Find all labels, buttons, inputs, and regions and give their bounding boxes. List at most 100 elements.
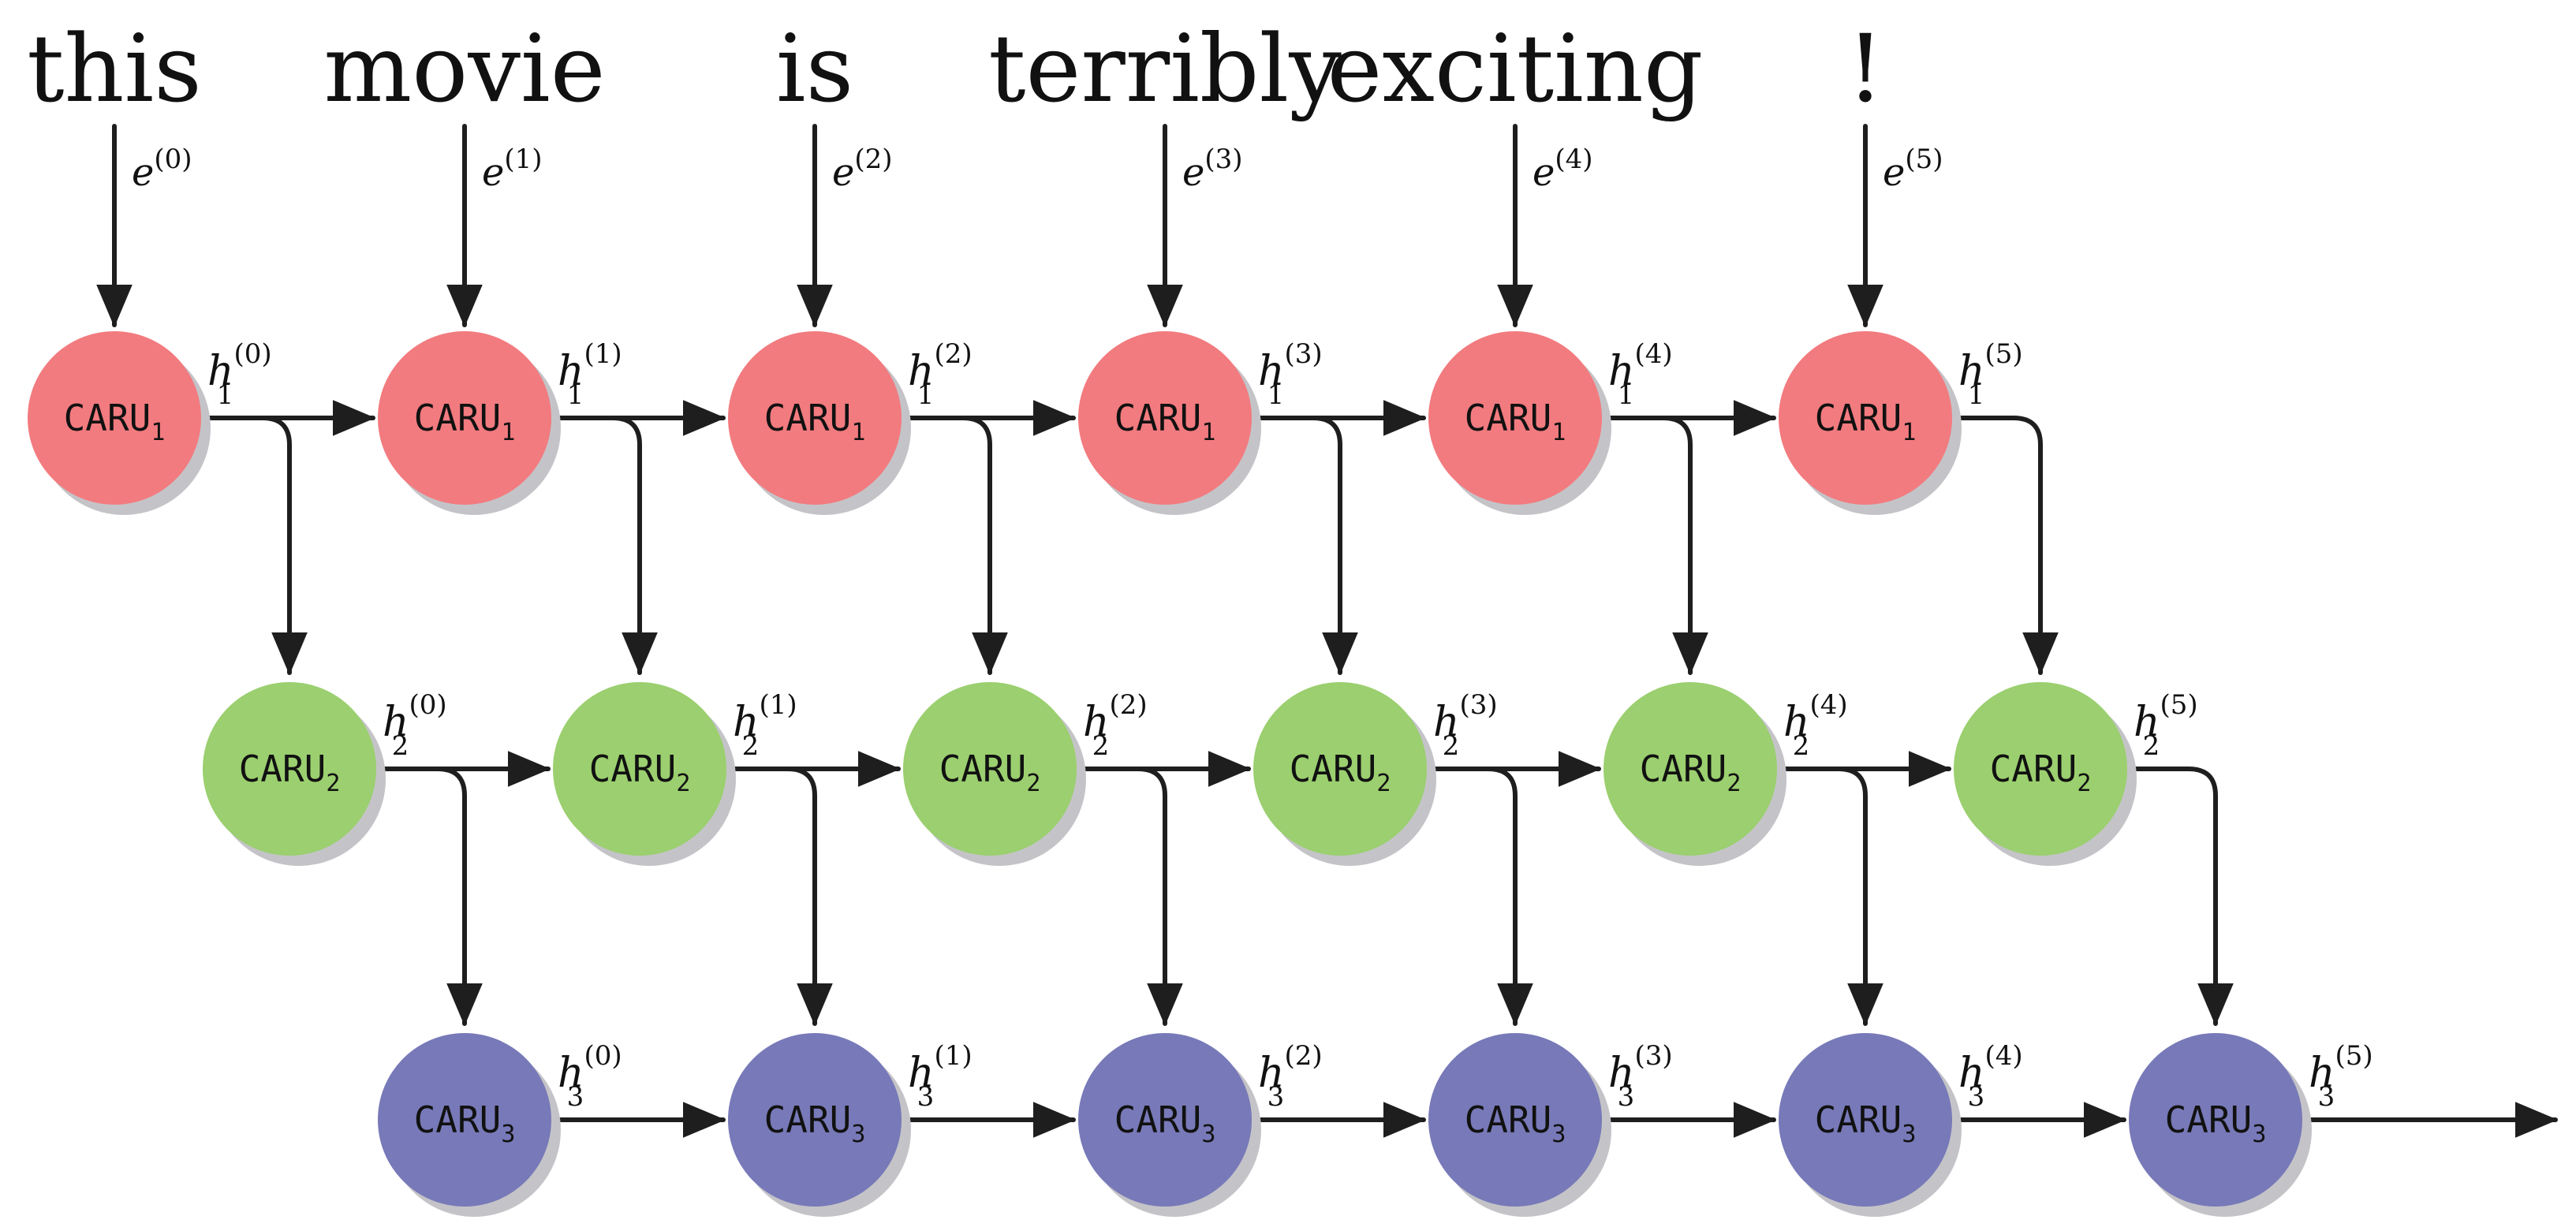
caru-cell-layer-1: CARU1 [378,331,561,515]
caru-cell-layer-1: CARU1 [1779,331,1962,515]
cell-circle [378,1033,551,1207]
caru-cell-layer-1: CARU1 [1428,331,1611,515]
cell-label: CARU1 [414,397,516,446]
layer-connection [1249,416,1358,675]
cell-label: CARU2 [939,748,1041,797]
input-word: this [27,14,202,123]
layer-connection [1424,767,1533,1026]
caru-cell-layer-3: CARU3 [2129,1033,2312,1217]
hidden-state-label: h(1) 2 [733,689,797,762]
cell-label: CARU3 [2165,1099,2267,1148]
cell-circle [378,331,551,505]
caru-cell-layer-2: CARU2 [1253,682,1436,866]
embedding-label: e(1) [482,144,543,195]
cell-circle [1428,1033,1602,1207]
caru-cell-layer-2: CARU2 [1954,682,2137,866]
layer-connection [1775,767,1883,1026]
caru-cell-layer-2: CARU2 [1603,682,1786,866]
cell-label: CARU2 [1990,748,2092,797]
layer-connection [1074,767,1183,1026]
caru-cell-layer-1: CARU1 [728,331,911,515]
cell-label: CARU3 [1114,1099,1216,1148]
hidden-state-label: h(1) 1 [558,338,622,411]
embedding-label: e(4) [1533,144,1593,195]
hidden-state-label: h(5) 3 [2309,1040,2373,1113]
hidden-state-label: h(1) 3 [908,1040,973,1113]
hidden-state-labels: h(0) 1 h(1) 1 h(2) 1 h(3) 1 h(4) 1 h(5) 1 h(0) 2 h(1) 2… [207,338,2373,1113]
layer-connection [899,416,1008,675]
layer-connection [199,416,308,675]
cell-circle [553,682,726,856]
cell-circle [1078,1033,1252,1207]
cell-label: CARU1 [764,397,866,446]
hidden-state-label: h(3) 2 [1433,689,1498,762]
hidden-state-label: h(2) 2 [1083,689,1148,762]
cell-circle [1253,682,1427,856]
caru-cell-layer-3: CARU3 [1078,1033,1261,1217]
embedding-label: e(5) [1883,144,1943,195]
input-word: is [776,14,853,123]
cell-label: CARU2 [1640,748,1742,797]
cell-label: CARU1 [1465,397,1566,446]
cell-label: CARU3 [1815,1099,1917,1148]
cell-circle [1779,331,1952,505]
caru-cell-layer-3: CARU3 [1779,1033,1962,1217]
cell-label: CARU2 [1290,748,1391,797]
hidden-state-label: h(0) 1 [207,338,272,411]
hidden-state-label: h(5) 2 [2134,689,2198,762]
embedding-label: e(0) [132,144,192,195]
layer-connection [1950,416,2059,675]
hidden-state-label: h(2) 1 [908,338,973,411]
caru-cell-layer-3: CARU3 [378,1033,561,1217]
hidden-state-label: h(4) 3 [1958,1040,2023,1113]
hidden-state-label: h(5) 1 [1958,338,2023,411]
cell-circle [1779,1033,1952,1207]
cell-circle [728,331,902,505]
input-word: terribly [988,14,1342,123]
caru-cell-layer-3: CARU3 [728,1033,911,1217]
cell-circle [728,1033,902,1207]
caru-cell-layer-1: CARU1 [1078,331,1261,515]
cell-label: CARU3 [414,1099,516,1148]
connections [96,124,2558,1138]
embedding-label: e(3) [1182,144,1243,195]
caru-cell-layer-3: CARU3 [1428,1033,1611,1217]
cell-circle [1603,682,1777,856]
cell-circle [903,682,1077,856]
hidden-state-label: h(3) 1 [1258,338,1323,411]
layer-connection [1600,416,1708,675]
cell-label: CARU3 [1465,1099,1566,1148]
input-word: ! [1846,14,1883,123]
cell-label: CARU2 [589,748,691,797]
hidden-state-label: h(3) 3 [1608,1040,1673,1113]
input-words: this e(0) movie e(1) is e(2) terribly e(3) excit… [27,14,1943,195]
hidden-state-label: h(0) 3 [558,1040,622,1113]
layer-connection [2125,767,2234,1026]
caru-cell-layer-2: CARU2 [553,682,736,866]
cell-label: CARU1 [1815,397,1917,446]
caru-cell-layer-1: CARU1 [28,331,211,515]
layer-connection [549,416,658,675]
embedding-label: e(2) [832,144,893,195]
hidden-state-label: h(4) 1 [1608,338,1673,411]
cell-circle [203,682,376,856]
cell-circle [1078,331,1252,505]
cell-label: CARU1 [1114,397,1216,446]
input-word: movie [323,14,605,123]
hidden-state-label: h(4) 2 [1783,689,1848,762]
cell-circle [28,331,201,505]
caru-cell-layer-2: CARU2 [903,682,1086,866]
caru-cell-layer-2: CARU2 [203,682,386,866]
caru-cells: CARU1 CARU1 CARU1 CARU1 CARU1 CARU1 CARU2 CARU2… [28,331,2312,1217]
cell-circle [1954,682,2127,856]
input-word: exciting [1327,14,1704,123]
cell-label: CARU1 [64,397,166,446]
layer-connection [724,767,833,1026]
cell-circle [2129,1033,2302,1207]
cell-label: CARU2 [239,748,341,797]
cell-circle [1428,331,1602,505]
layer-connection [374,767,483,1026]
cell-label: CARU3 [764,1099,866,1148]
hidden-state-label: h(2) 3 [1258,1040,1323,1113]
